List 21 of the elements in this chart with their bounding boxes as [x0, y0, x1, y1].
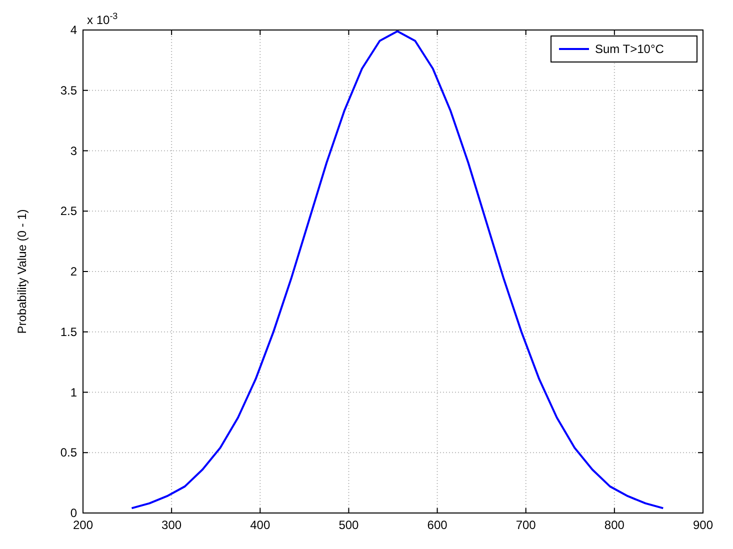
y-tick-label: 1	[70, 385, 78, 400]
y-tick-label: 3.5	[60, 83, 78, 98]
y-tick-label: 0.5	[60, 446, 78, 460]
x-tick-label: 600	[427, 518, 448, 532]
x-tick-label: 200	[72, 518, 94, 532]
x-tick-label: 900	[692, 518, 714, 532]
y-tick-label: 2	[70, 264, 78, 278]
y-tick-label: 2.5	[60, 204, 78, 218]
x-tick-label: 800	[604, 518, 625, 532]
x-tick-label: 500	[338, 518, 360, 532]
y-tick-label: 4	[70, 23, 78, 37]
y-tick-label: 0	[70, 506, 78, 520]
text: x 10$^{-3}$	[87, 11, 118, 27]
x-tick-label: 700	[516, 518, 536, 532]
line-series	[130, 30, 664, 510]
x-tick-label: 300	[162, 518, 182, 532]
legend-label: Sum T>10°C	[595, 42, 664, 56]
y-tick-label: 3	[70, 144, 78, 158]
y-tick-label: 1.5	[60, 324, 78, 339]
x-tick-label: 400	[250, 518, 270, 532]
y-axis-title: Probability Value (0 - 1)	[15, 209, 29, 334]
